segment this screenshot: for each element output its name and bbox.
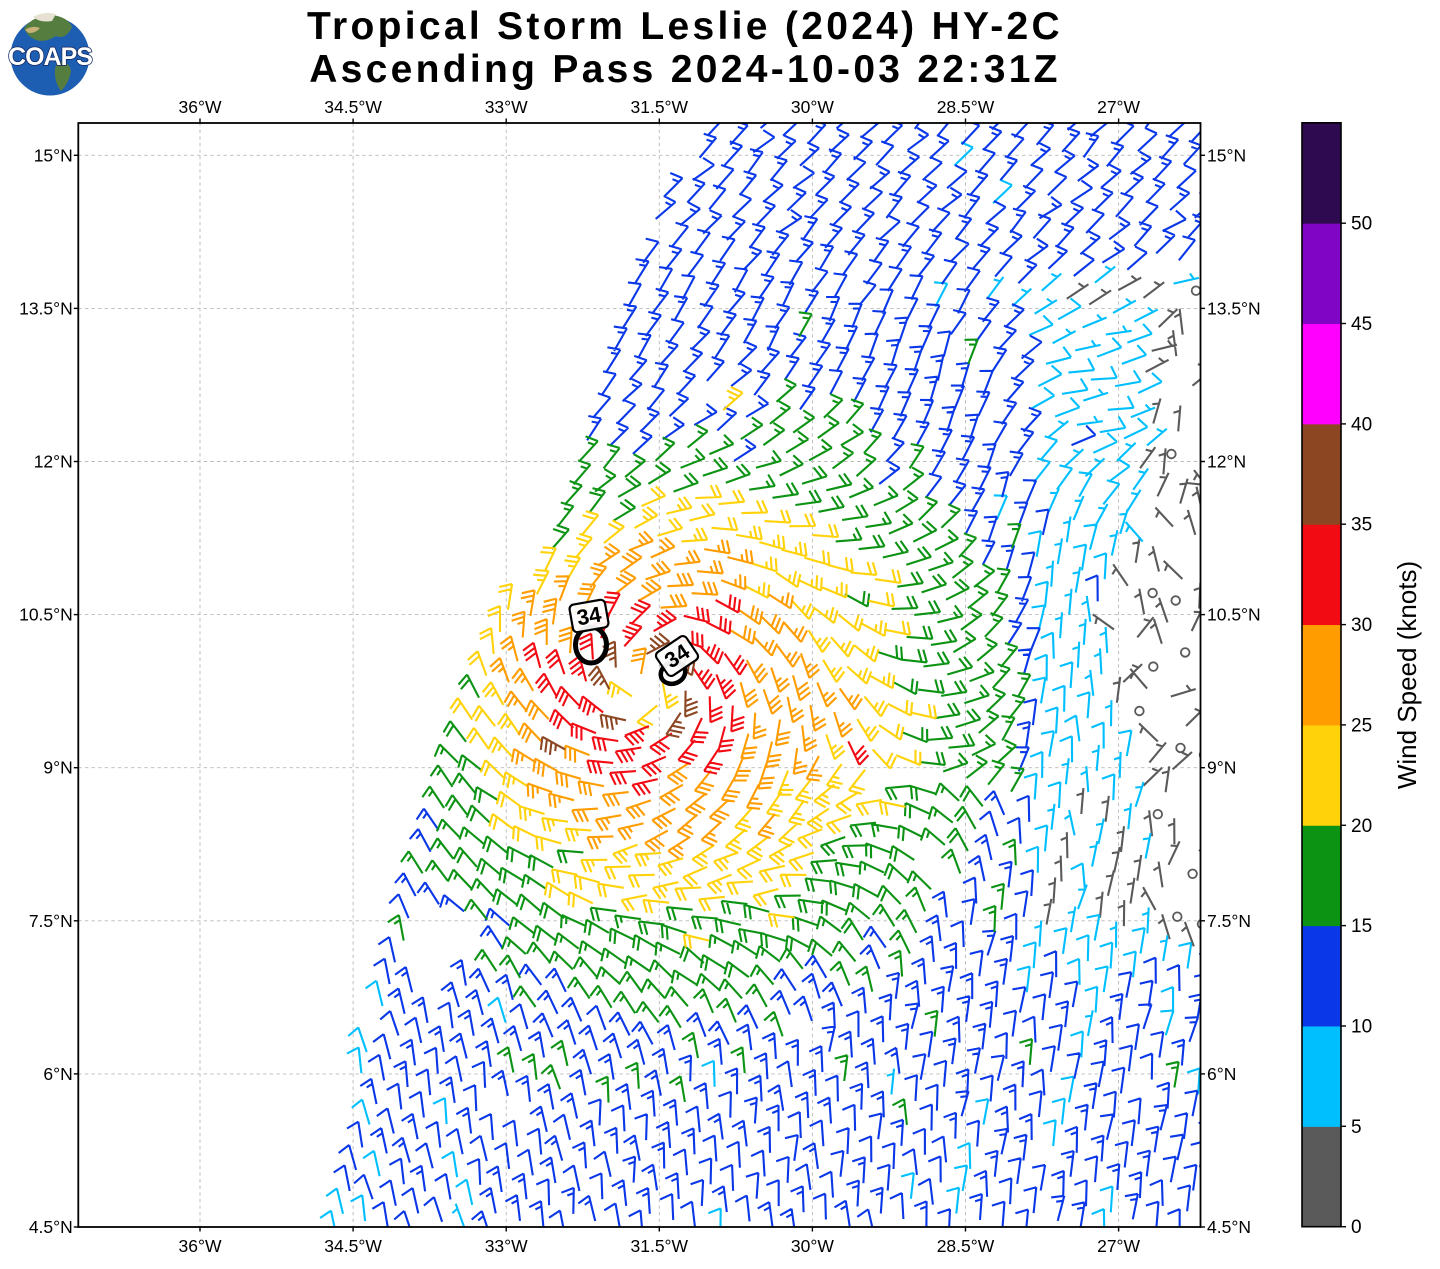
svg-text:50: 50: [1351, 214, 1372, 235]
svg-text:5: 5: [1351, 1117, 1362, 1138]
svg-text:6°N: 6°N: [43, 1064, 72, 1084]
svg-text:9°N: 9°N: [43, 758, 72, 778]
svg-text:Tropical Storm Leslie (2024) H: Tropical Storm Leslie (2024) HY-2C: [307, 5, 1063, 48]
svg-text:25: 25: [1351, 715, 1372, 736]
svg-text:45: 45: [1351, 314, 1372, 335]
svg-text:10.5°N: 10.5°N: [1207, 605, 1261, 625]
svg-text:27°W: 27°W: [1097, 97, 1140, 117]
svg-text:30: 30: [1351, 615, 1372, 636]
svg-text:36°W: 36°W: [179, 97, 222, 117]
svg-text:30°W: 30°W: [791, 1236, 834, 1256]
svg-text:30°W: 30°W: [791, 97, 834, 117]
svg-text:4.5°N: 4.5°N: [1207, 1217, 1251, 1237]
svg-text:33°W: 33°W: [485, 1236, 528, 1256]
svg-text:27°W: 27°W: [1097, 1236, 1140, 1256]
svg-text:40: 40: [1351, 414, 1372, 435]
svg-text:34.5°W: 34.5°W: [324, 1236, 382, 1256]
svg-text:0: 0: [1351, 1217, 1362, 1238]
svg-text:4.5°N: 4.5°N: [29, 1217, 73, 1237]
svg-text:15: 15: [1351, 916, 1372, 937]
svg-text:28.5°W: 28.5°W: [937, 1236, 995, 1256]
svg-text:35: 35: [1351, 515, 1372, 536]
svg-text:34: 34: [575, 601, 604, 630]
svg-text:15°N: 15°N: [34, 145, 73, 165]
svg-text:10: 10: [1351, 1017, 1372, 1038]
svg-text:28.5°W: 28.5°W: [937, 97, 995, 117]
svg-text:15°N: 15°N: [1207, 145, 1246, 165]
svg-text:20: 20: [1351, 816, 1372, 837]
svg-text:12°N: 12°N: [1207, 452, 1246, 472]
svg-text:13.5°N: 13.5°N: [1207, 298, 1261, 318]
svg-text:33°W: 33°W: [485, 97, 528, 117]
svg-text:12°N: 12°N: [34, 452, 73, 472]
svg-text:7.5°N: 7.5°N: [1207, 911, 1251, 931]
svg-text:10.5°N: 10.5°N: [19, 605, 73, 625]
svg-text:Ascending Pass 2024-10-03 22:3: Ascending Pass 2024-10-03 22:31Z: [309, 48, 1061, 91]
svg-text:6°N: 6°N: [1207, 1064, 1236, 1084]
svg-text:7.5°N: 7.5°N: [29, 911, 73, 931]
svg-text:COAPS: COAPS: [8, 43, 92, 71]
svg-text:31.5°W: 31.5°W: [631, 97, 689, 117]
svg-text:34.5°W: 34.5°W: [324, 97, 382, 117]
svg-text:Wind Speed (knots): Wind Speed (knots): [1392, 561, 1422, 789]
svg-text:13.5°N: 13.5°N: [19, 298, 73, 318]
svg-text:9°N: 9°N: [1207, 758, 1236, 778]
svg-text:31.5°W: 31.5°W: [631, 1236, 689, 1256]
svg-text:36°W: 36°W: [179, 1236, 222, 1256]
